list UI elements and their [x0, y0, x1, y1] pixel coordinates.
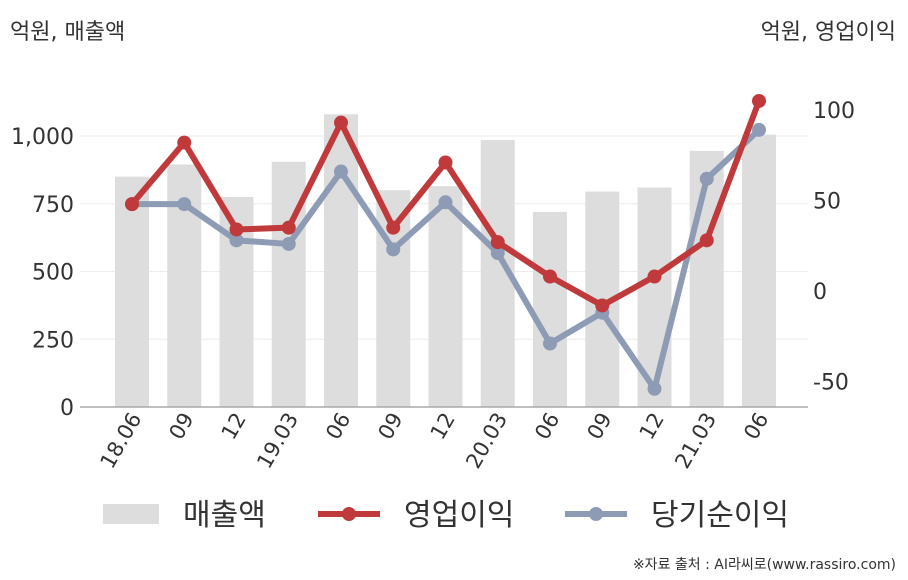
- bar-매출액: [742, 134, 776, 407]
- point-당기순이익: [699, 171, 714, 186]
- legend-label-영업이익: 영업이익: [404, 498, 514, 533]
- y-right-tick-label: 50: [813, 190, 841, 215]
- y-left-tick-label: 250: [32, 328, 74, 353]
- x-tick-label: 06: [739, 409, 773, 444]
- point-영업이익: [752, 93, 766, 108]
- point-당기순이익: [490, 245, 505, 260]
- x-tick-label: 18.06: [95, 409, 146, 473]
- x-tick-label: 09: [164, 409, 198, 444]
- x-tick-label: 12: [426, 409, 460, 444]
- y-left-tick-label: 0: [60, 396, 74, 421]
- x-tick-label: 19.03: [252, 409, 303, 473]
- point-당기순이익: [281, 236, 296, 251]
- bar-매출액: [533, 211, 567, 407]
- point-당기순이익: [543, 336, 557, 351]
- point-영업이익: [334, 115, 348, 130]
- legend-swatch-매출액: [103, 504, 159, 524]
- bar-매출액: [689, 150, 724, 407]
- point-영업이익: [543, 269, 557, 284]
- x-tick-label: 09: [373, 409, 407, 444]
- bar-매출액: [115, 176, 149, 407]
- x-tick-label: 06: [530, 409, 564, 444]
- point-영업이익: [647, 269, 662, 284]
- point-당기순이익: [334, 164, 348, 179]
- left-axis-unit-label: 억원, 매출액: [10, 20, 126, 45]
- point-영업이익: [177, 135, 192, 150]
- legend-label-매출액: 매출액: [183, 498, 266, 533]
- x-tick-label: 20.03: [461, 409, 512, 473]
- point-당기순이익: [386, 242, 401, 257]
- y-left-tick-label: 750: [32, 193, 74, 218]
- y-right-tick-label: 0: [813, 280, 827, 305]
- bar-매출액: [428, 186, 463, 407]
- x-tick-label: 09: [582, 409, 616, 444]
- legend-marker-영업이익: [342, 507, 356, 521]
- point-당기순이익: [438, 195, 453, 210]
- x-tick-label: 12: [217, 409, 251, 444]
- y-right-tick-label: -50: [813, 371, 849, 396]
- x-tick-label: 12: [635, 409, 669, 444]
- x-tick-label: 06: [321, 409, 355, 444]
- y-left-tick-label: 500: [32, 261, 74, 286]
- point-영업이익: [595, 298, 610, 313]
- y-right-tick-label: 100: [813, 99, 855, 124]
- point-영업이익: [281, 220, 296, 235]
- point-영업이익: [229, 222, 244, 237]
- point-당기순이익: [752, 122, 766, 137]
- point-영업이익: [438, 155, 453, 170]
- point-영업이익: [490, 235, 505, 250]
- point-영업이익: [386, 220, 401, 235]
- point-당기순이익: [177, 197, 192, 212]
- point-영업이익: [125, 197, 139, 212]
- source-note: ※자료 출처 : AI라씨로(www.rassiro.com): [632, 557, 896, 573]
- y-left-tick-label: 1,000: [11, 125, 74, 150]
- legend-marker-당기순이익: [589, 507, 603, 521]
- point-당기순이익: [647, 381, 662, 396]
- bar-매출액: [324, 114, 358, 407]
- x-tick-label: 21.03: [670, 409, 721, 473]
- point-당기순이익: [229, 233, 244, 248]
- legend-label-당기순이익: 당기순이익: [651, 498, 789, 533]
- point-영업이익: [699, 233, 714, 248]
- right-axis-unit-label: 억원, 영업이익: [760, 20, 896, 45]
